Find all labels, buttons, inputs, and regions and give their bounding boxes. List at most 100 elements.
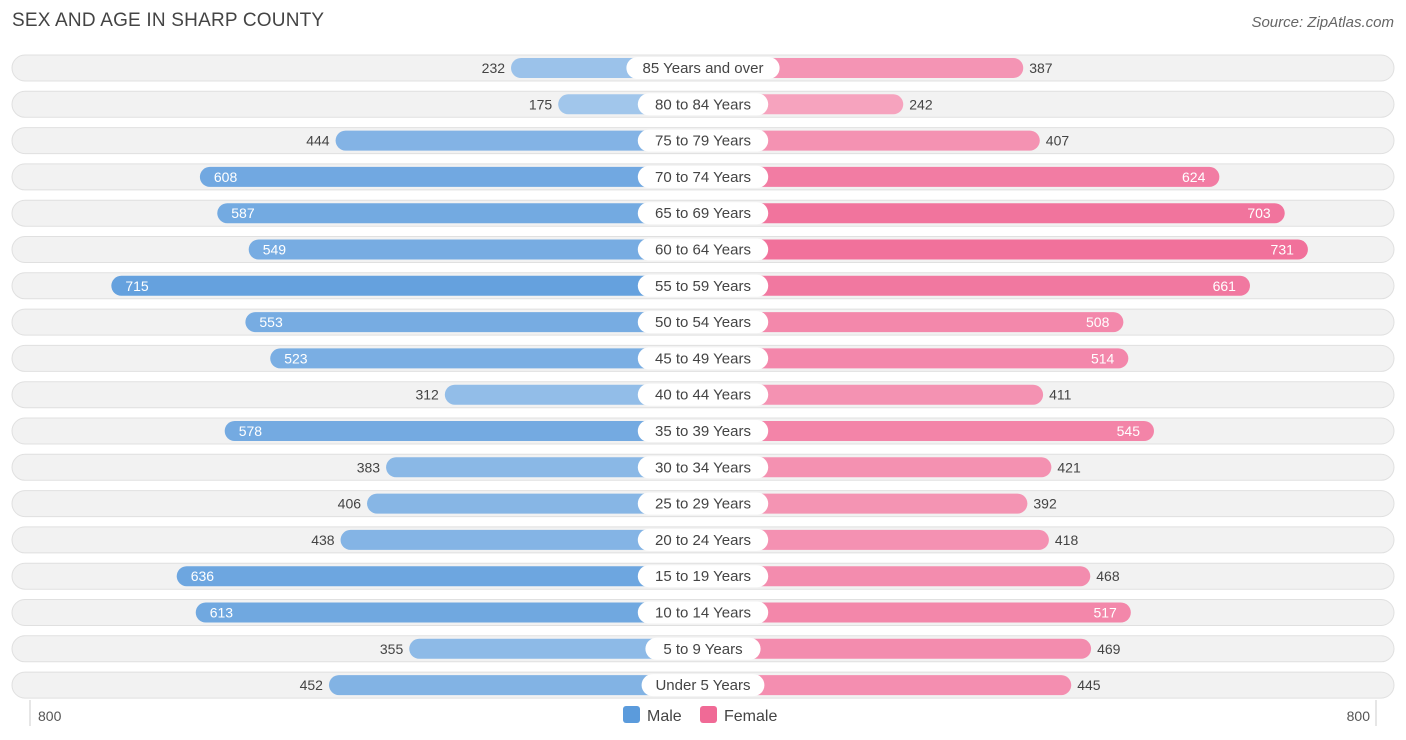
category-label: 85 Years and over (643, 60, 764, 77)
female-bar (703, 421, 1154, 441)
category-label: 65 to 69 Years (655, 205, 751, 222)
male-value-label: 355 (380, 641, 404, 657)
legend-female-label: Female (724, 708, 777, 725)
legend-male-label: Male (647, 708, 682, 725)
female-value-label: 421 (1057, 459, 1081, 475)
male-value-label: 553 (259, 314, 283, 330)
category-label-background (641, 674, 765, 697)
category-label-background (637, 129, 769, 152)
category-label: 30 to 34 Years (655, 459, 751, 476)
male-bar (176, 566, 703, 587)
axis-label-right: 800 (1347, 708, 1371, 724)
category-label-background (637, 601, 769, 624)
female-bar (703, 384, 1044, 405)
male-value-label: 715 (125, 278, 149, 294)
category-label-background (637, 238, 769, 261)
male-bar (248, 239, 703, 260)
category-label: Under 5 Years (655, 677, 750, 694)
female-value-label: 624 (1182, 169, 1206, 185)
category-label: 60 to 64 Years (655, 242, 751, 259)
female-value-label: 445 (1077, 677, 1101, 693)
female-bar (703, 457, 1052, 478)
category-label: 10 to 14 Years (655, 605, 751, 622)
category-label-background (637, 565, 769, 588)
female-bar (703, 638, 1092, 659)
male-value-label: 232 (482, 60, 506, 76)
female-value-label: 418 (1055, 532, 1079, 548)
male-value-label: 452 (300, 677, 324, 693)
female-bar (703, 58, 1024, 78)
male-bar (444, 384, 703, 405)
male-bar (195, 602, 703, 623)
male-value-label: 587 (231, 205, 255, 221)
category-label: 20 to 24 Years (655, 532, 751, 549)
category-label-background (637, 492, 769, 515)
category-label: 15 to 19 Years (655, 568, 751, 585)
female-value-label: 661 (1213, 278, 1237, 294)
male-value-label: 406 (338, 496, 362, 512)
category-label: 5 to 9 Years (663, 641, 742, 658)
female-value-label: 387 (1029, 60, 1053, 76)
female-bar (703, 166, 1220, 187)
male-bar (224, 421, 703, 441)
category-label-background (645, 637, 761, 660)
category-label: 80 to 84 Years (655, 96, 751, 113)
male-bar (199, 166, 703, 187)
male-bar (386, 457, 703, 478)
category-label: 55 to 59 Years (655, 278, 751, 295)
category-label: 35 to 39 Years (655, 423, 751, 440)
category-label-background (637, 456, 769, 479)
female-value-label: 411 (1049, 387, 1072, 403)
female-bar (703, 602, 1131, 623)
female-bar (703, 675, 1072, 696)
category-label: 25 to 29 Years (655, 496, 751, 513)
male-value-label: 549 (263, 242, 287, 258)
male-bar (328, 675, 703, 696)
male-value-label: 578 (239, 423, 263, 439)
male-value-label: 438 (311, 532, 335, 548)
legend-female-swatch (700, 706, 717, 723)
female-value-label: 392 (1033, 496, 1057, 512)
female-bar (703, 566, 1091, 587)
category-label-background (637, 274, 769, 297)
male-bar (217, 203, 703, 224)
axis-label-left: 800 (38, 708, 62, 724)
male-bar (409, 638, 703, 659)
male-value-label: 636 (191, 568, 215, 584)
female-value-label: 517 (1093, 605, 1117, 621)
female-bar (703, 529, 1049, 550)
category-label-background (637, 383, 769, 406)
category-label-background (637, 165, 769, 188)
female-value-label: 468 (1096, 568, 1120, 584)
female-value-label: 242 (909, 96, 933, 112)
male-value-label: 444 (306, 133, 330, 149)
male-value-label: 312 (415, 387, 439, 403)
category-label: 50 to 54 Years (655, 314, 751, 331)
category-label: 75 to 79 Years (655, 133, 751, 150)
male-value-label: 523 (284, 350, 308, 366)
male-bar (111, 275, 703, 296)
male-value-label: 608 (214, 169, 238, 185)
female-bar (703, 203, 1285, 224)
male-value-label: 175 (529, 96, 553, 112)
male-bar (335, 130, 703, 151)
category-label-background (626, 57, 780, 79)
female-bar (703, 312, 1124, 333)
male-bar (340, 529, 703, 550)
female-value-label: 731 (1271, 242, 1295, 258)
category-label-background (637, 528, 769, 551)
male-value-label: 613 (210, 605, 234, 621)
category-label-background (637, 420, 769, 442)
male-bar (245, 312, 703, 333)
female-bar (703, 130, 1040, 151)
category-label-background (637, 93, 769, 116)
female-bar (703, 348, 1129, 369)
chart-title: SEX AND AGE IN SHARP COUNTY (12, 10, 325, 31)
female-bar (703, 275, 1250, 296)
female-value-label: 407 (1046, 133, 1070, 149)
female-value-label: 703 (1247, 205, 1271, 221)
female-bar (703, 239, 1308, 260)
male-value-label: 383 (357, 459, 381, 475)
category-label: 40 to 44 Years (655, 387, 751, 404)
male-bar (270, 348, 703, 369)
